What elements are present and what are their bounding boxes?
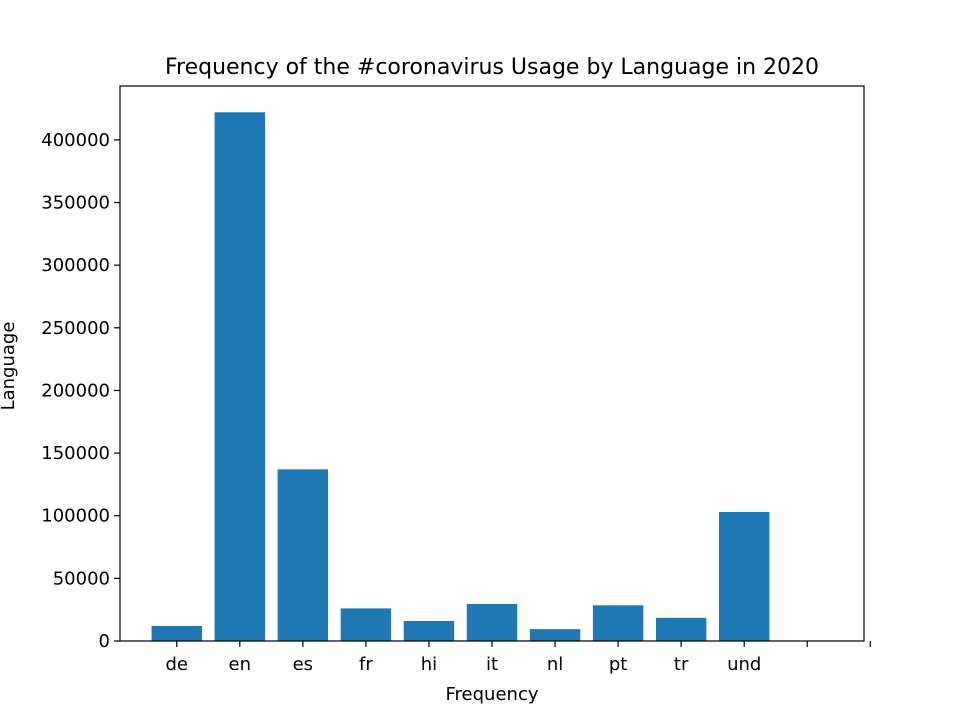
- y-tick-label: 300000: [41, 255, 110, 276]
- y-tick-label: 100000: [41, 506, 110, 527]
- y-tick-label: 150000: [41, 443, 110, 464]
- bar-de: [151, 625, 202, 641]
- x-tick-label-it: it: [486, 654, 498, 675]
- x-tick-label-hi: hi: [421, 654, 437, 675]
- x-tick-label-pt: pt: [609, 654, 627, 675]
- bar-tr: [655, 617, 707, 641]
- bar-es: [277, 469, 329, 641]
- x-tick-label-nl: nl: [547, 654, 563, 675]
- y-tick-label: 250000: [41, 318, 110, 339]
- x-tick-label-tr: tr: [674, 654, 689, 675]
- bar-pt: [592, 605, 644, 641]
- y-tick-label: 400000: [41, 130, 110, 151]
- y-axis-label: Language: [0, 322, 19, 411]
- x-axis-label: Frequency: [446, 684, 539, 705]
- x-tick-label-und: und: [727, 654, 761, 675]
- bar-en: [214, 112, 266, 641]
- x-tick-label-en: en: [229, 654, 251, 675]
- y-tick-label: 350000: [41, 193, 110, 214]
- x-tick-label-de: de: [165, 654, 188, 675]
- bar-hi: [403, 620, 455, 641]
- bar-und: [718, 511, 770, 641]
- x-tick-label-es: es: [293, 654, 313, 675]
- y-tick-label: 50000: [53, 568, 110, 589]
- y-axis-ticks: 0 50000 100000 150000 200000 250000 300000 3500…: [41, 130, 120, 652]
- bar-nl: [529, 629, 581, 641]
- bar-fr: [340, 608, 392, 641]
- chart-title: Frequency of the #coronavirus Usage by L…: [165, 55, 819, 80]
- x-tick-label-fr: fr: [359, 654, 373, 675]
- x-axis-ticks: de en es fr hi it nl pt tr und: [165, 641, 871, 675]
- bar-it: [466, 604, 518, 641]
- y-tick-label: 0: [99, 631, 110, 652]
- plot-frame: [119, 85, 865, 642]
- y-tick-label: 200000: [41, 380, 110, 401]
- bars-group: [151, 112, 770, 641]
